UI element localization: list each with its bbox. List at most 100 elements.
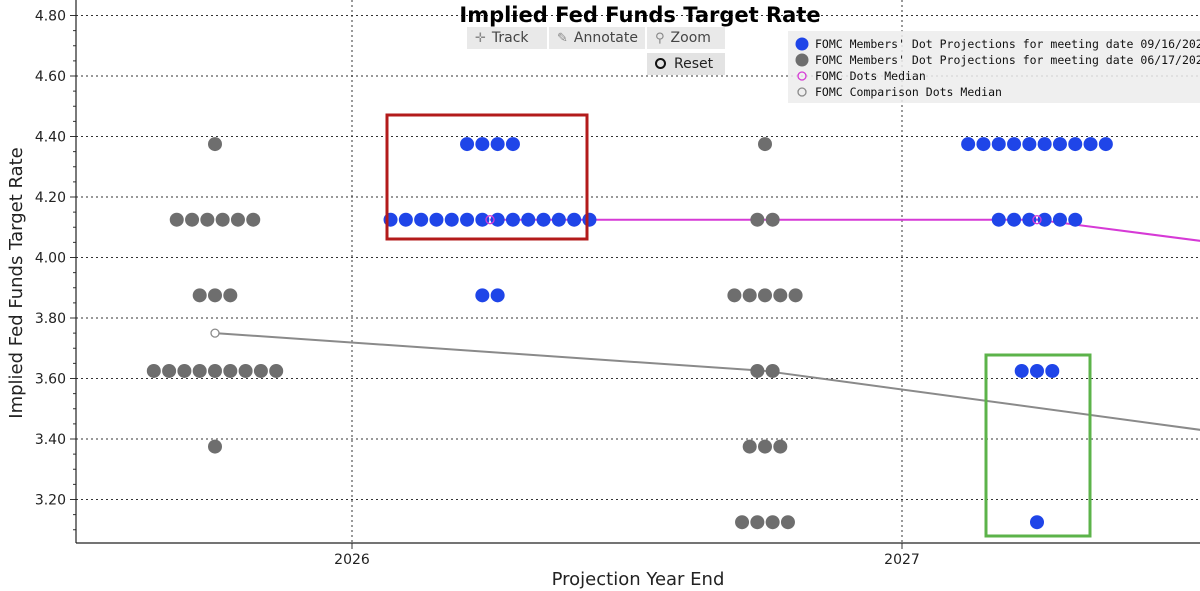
axes-layer: 4.80 4.60 4.40 4.20 4.00 3.80 3.60 3.40 3.20 2026… xyxy=(35,0,1200,568)
comparison-dot xyxy=(773,439,788,454)
annotate-button[interactable]: ✎ Annotate xyxy=(549,27,645,49)
legend-entry: FOMC Members' Dot Projections for meetin… xyxy=(815,37,1200,51)
green-highlight-box xyxy=(984,353,1092,538)
comparison-dot xyxy=(192,288,207,303)
reset-label: Reset xyxy=(674,56,714,72)
current-dot xyxy=(567,212,582,227)
current-dot xyxy=(1014,363,1029,378)
y-tick-label: 4.40 xyxy=(35,130,66,146)
crosshair-icon: ✛ xyxy=(475,31,486,46)
comparison-dot xyxy=(162,363,177,378)
current-dot xyxy=(976,137,991,152)
comparison-dot xyxy=(215,212,230,227)
zoom-label: Zoom xyxy=(670,30,711,46)
comparison-dot xyxy=(208,439,222,454)
legend-ring-marker xyxy=(797,71,807,81)
comparison-dot xyxy=(742,439,757,454)
current-dot xyxy=(398,212,413,227)
magnifier-icon: ⚲ xyxy=(655,31,665,46)
comparison-dot xyxy=(780,515,795,530)
comparison-dot xyxy=(208,288,222,303)
y-tick-label: 4.80 xyxy=(35,9,66,25)
legend-entry: FOMC Members' Dot Projections for meetin… xyxy=(815,53,1200,67)
comparison-dot xyxy=(223,363,238,378)
y-axis-label: Implied Fed Funds Target Rate xyxy=(6,147,27,418)
comparison-dot xyxy=(185,212,200,227)
comparison-dot xyxy=(750,363,765,378)
comparison-dot xyxy=(758,439,772,454)
comparison-dot xyxy=(750,515,765,530)
current-dot xyxy=(1068,137,1083,152)
legend-dot-marker xyxy=(795,37,809,51)
current-dot xyxy=(490,137,505,152)
comparison-dot xyxy=(735,515,750,530)
comparison-dot xyxy=(727,288,742,303)
current-dot xyxy=(444,212,459,227)
current-dot xyxy=(1083,137,1098,152)
comparison-dot xyxy=(765,515,780,530)
current-dot xyxy=(475,288,490,303)
current-dot xyxy=(1098,137,1113,152)
comparison-dot xyxy=(750,212,765,227)
current-dot xyxy=(414,212,429,227)
comparison-dot xyxy=(742,288,757,303)
current-dot xyxy=(991,137,1006,152)
y-tick-label: 4.00 xyxy=(35,251,66,267)
current-dot xyxy=(1007,212,1022,227)
zoom-button[interactable]: ⚲ Zoom xyxy=(647,27,725,49)
current-dot xyxy=(1022,212,1037,227)
current-dot xyxy=(1068,212,1083,227)
legend-entry: FOMC Comparison Dots Median xyxy=(815,85,1002,99)
legend-background xyxy=(788,31,1200,103)
legend-dot-marker xyxy=(795,53,809,67)
legend-ring-marker xyxy=(797,87,807,97)
comparison-dot xyxy=(169,212,184,227)
comparison-dot xyxy=(146,363,161,378)
current-dot xyxy=(1037,137,1052,152)
current-dot xyxy=(505,212,520,227)
ring-icon xyxy=(655,58,666,69)
dots-median-line xyxy=(490,218,1200,242)
current-dot xyxy=(490,288,505,303)
comparison-dot xyxy=(238,363,253,378)
current-dot xyxy=(991,212,1006,227)
comparison-dot xyxy=(765,363,780,378)
comparison-dot xyxy=(253,363,268,378)
comparison-dot xyxy=(788,288,803,303)
x-tick-label: 2027 xyxy=(884,552,920,568)
x-tick-label: 2026 xyxy=(334,552,370,568)
legend-entry: FOMC Dots Median xyxy=(815,69,926,83)
current-dot xyxy=(475,137,490,152)
current-dot xyxy=(1007,137,1022,152)
pencil-icon: ✎ xyxy=(557,31,568,46)
track-button[interactable]: ✛ Track xyxy=(467,27,547,49)
comparison-dot xyxy=(246,212,261,227)
x-axis-label: Projection Year End xyxy=(552,569,725,590)
reset-button[interactable]: Reset xyxy=(647,53,725,75)
comparison-dot xyxy=(208,137,222,152)
median-marker xyxy=(485,215,495,225)
annotate-label: Annotate xyxy=(573,30,638,46)
comparison-dot xyxy=(758,137,772,152)
comparison-dot xyxy=(269,363,284,378)
current-dot xyxy=(1030,363,1044,378)
current-dot xyxy=(460,212,475,227)
median-marker xyxy=(1032,215,1042,225)
legend: FOMC Members' Dot Projections for meetin… xyxy=(788,31,1200,103)
comparison-median-line xyxy=(214,332,1200,431)
current-dot xyxy=(521,212,536,227)
current-dot xyxy=(551,212,566,227)
comparison-dot xyxy=(200,212,215,227)
current-dot xyxy=(1052,212,1067,227)
current-dot xyxy=(429,212,444,227)
comparison-dot xyxy=(223,288,238,303)
current-dot xyxy=(1030,515,1044,530)
dots-layer xyxy=(146,137,1113,530)
red-highlight-box xyxy=(385,113,589,241)
highlight-boxes-layer xyxy=(385,113,1092,538)
comparison-dot xyxy=(773,288,788,303)
y-tick-label: 3.20 xyxy=(35,493,66,509)
comparison-dot xyxy=(758,288,772,303)
current-dot xyxy=(460,137,475,152)
